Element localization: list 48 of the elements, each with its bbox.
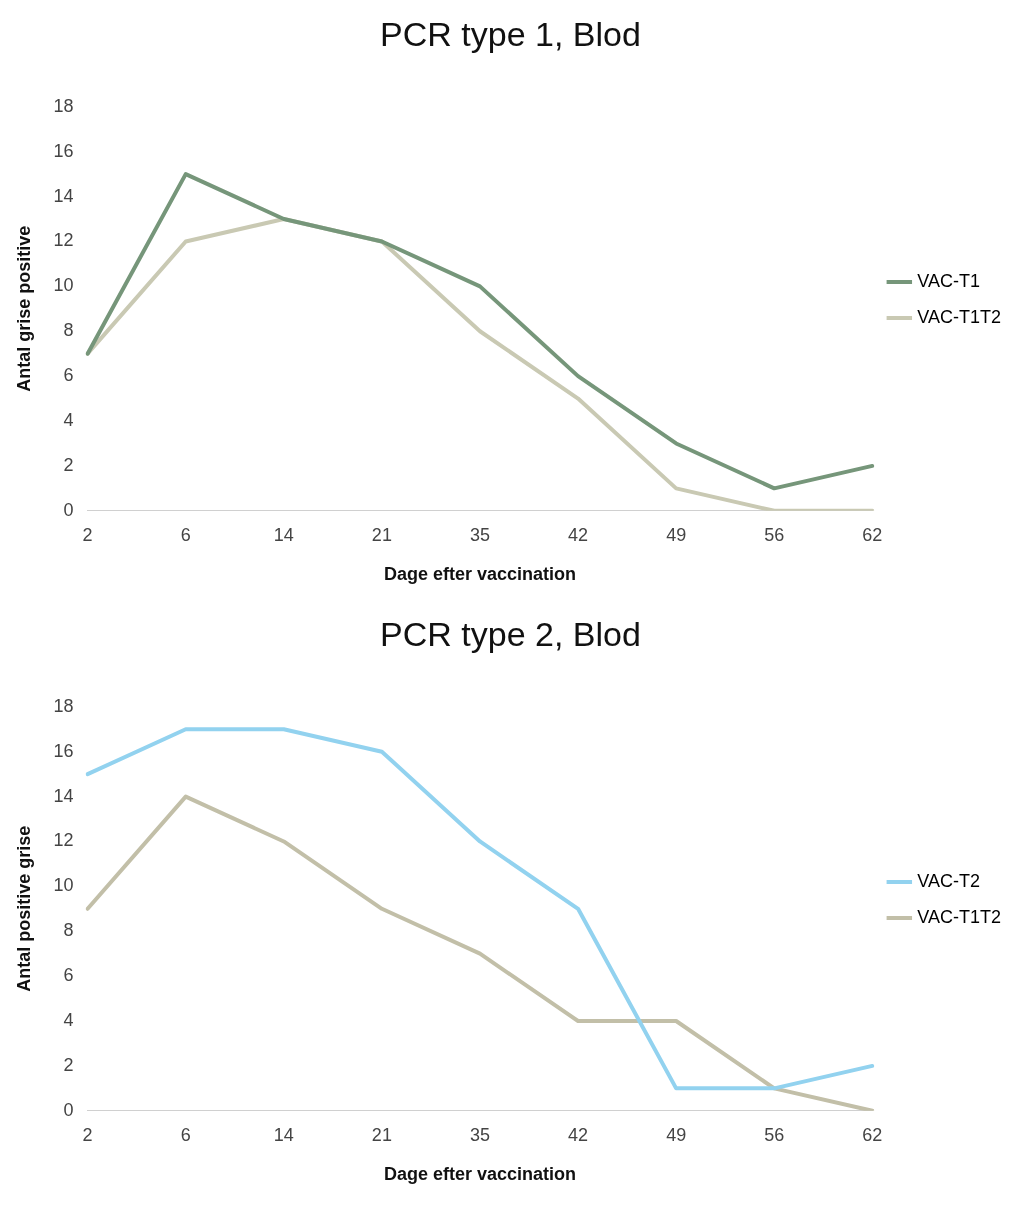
y-tick-label: 18 [53, 695, 74, 716]
y-tick-label: 12 [53, 230, 74, 251]
legend-label: VAC-T1 [917, 270, 981, 291]
y-tick-label: 0 [63, 1099, 74, 1120]
x-tick-label: 42 [568, 524, 589, 545]
x-tick-label: 42 [568, 1124, 589, 1145]
x-tick-label: 62 [862, 524, 883, 545]
y-tick-label: 14 [53, 185, 74, 206]
x-tick-label: 56 [764, 1124, 785, 1145]
y-tick-label: 14 [53, 785, 74, 806]
y-tick-label: 2 [63, 1054, 74, 1075]
y-axis-title: Antal positive grise [13, 825, 34, 992]
y-tick-label: 4 [63, 409, 74, 430]
y-tick-label: 2 [63, 454, 74, 475]
chart-title: PCR type 1, Blod [380, 14, 641, 53]
chart-title: PCR type 2, Blod [380, 614, 641, 653]
x-axis-title: Dage efter vaccination [383, 564, 577, 585]
y-tick-label: 16 [53, 740, 74, 761]
y-tick-label: 8 [63, 320, 74, 341]
y-tick-label: 10 [53, 275, 74, 296]
y-tick-label: 4 [63, 1009, 74, 1030]
x-tick-label: 56 [764, 524, 785, 545]
x-tick-label: 35 [469, 524, 490, 545]
y-axis-title: Antal grise positive [13, 225, 34, 392]
legend-label: VAC-T1T2 [917, 306, 1002, 327]
x-tick-label: 35 [469, 1124, 490, 1145]
legend-label: VAC-T1T2 [917, 906, 1002, 927]
x-axis-title: Dage efter vaccination [383, 1164, 577, 1185]
y-tick-label: 8 [63, 920, 74, 941]
x-tick-label: 6 [180, 524, 191, 545]
y-tick-label: 6 [63, 965, 74, 986]
x-tick-label: 62 [862, 1124, 883, 1145]
x-tick-label: 14 [273, 1124, 294, 1145]
y-tick-label: 12 [53, 830, 74, 851]
x-tick-label: 6 [180, 1124, 191, 1145]
x-tick-label: 49 [666, 524, 687, 545]
x-tick-label: 21 [371, 524, 392, 545]
x-tick-label: 2 [82, 524, 93, 545]
x-tick-label: 14 [273, 524, 294, 545]
y-tick-label: 16 [53, 140, 74, 161]
y-tick-label: 6 [63, 365, 74, 386]
x-tick-label: 2 [82, 1124, 93, 1145]
x-tick-label: 21 [371, 1124, 392, 1145]
legend-label: VAC-T2 [917, 870, 981, 891]
y-tick-label: 10 [53, 875, 74, 896]
y-tick-label: 0 [63, 499, 74, 520]
x-tick-label: 49 [666, 1124, 687, 1145]
y-tick-label: 18 [53, 95, 74, 116]
